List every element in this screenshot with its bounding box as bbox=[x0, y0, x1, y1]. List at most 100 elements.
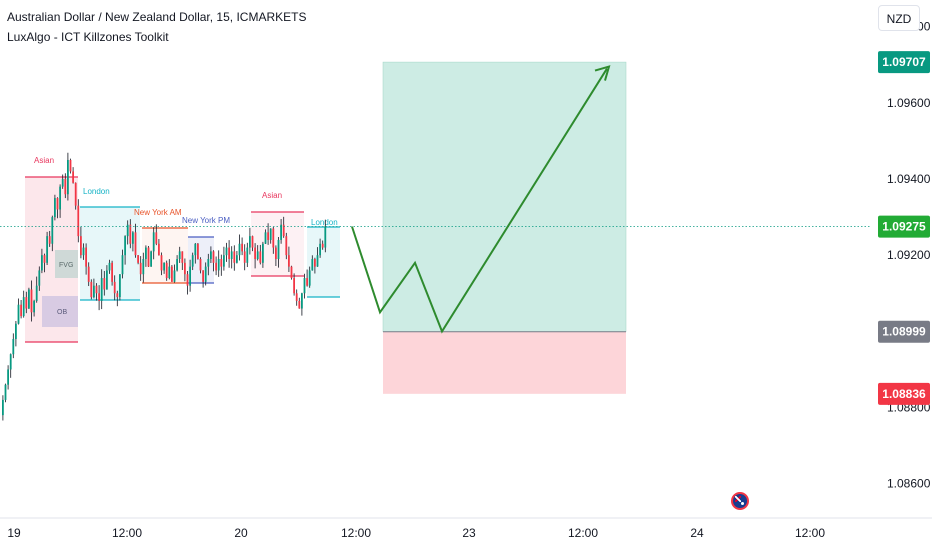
candle-body bbox=[199, 259, 202, 271]
candle-body bbox=[46, 236, 48, 263]
candle-body bbox=[48, 236, 51, 244]
candle-body bbox=[72, 171, 74, 183]
projection-arrow-line bbox=[351, 68, 608, 334]
candle-body bbox=[298, 300, 301, 309]
session-label: New York PM bbox=[182, 216, 230, 225]
candle-body bbox=[139, 262, 142, 275]
flag-icon[interactable] bbox=[731, 492, 749, 510]
session-label: Asian bbox=[34, 156, 54, 165]
price-label-box bbox=[878, 382, 930, 405]
candle-body bbox=[129, 224, 132, 244]
loss-zone bbox=[383, 331, 626, 394]
candle-body bbox=[90, 281, 93, 298]
candle-body bbox=[301, 293, 303, 309]
price-labels: 1.09707 1.09275 1.08999 1.08836 bbox=[878, 51, 930, 405]
ob-label: OB bbox=[57, 309, 67, 316]
price-axis[interactable]: 1.098001.096001.094001.092001.090001.088… bbox=[887, 20, 931, 491]
candle-body bbox=[7, 369, 9, 385]
candle-body bbox=[259, 251, 262, 263]
session-label: London bbox=[311, 218, 338, 227]
candle-body bbox=[223, 255, 225, 267]
candle-body bbox=[267, 232, 269, 240]
candle-body bbox=[288, 255, 290, 267]
candle-body bbox=[74, 182, 77, 206]
x-tick-label: 24 bbox=[690, 526, 704, 540]
candle-body bbox=[152, 232, 155, 252]
session-box bbox=[251, 212, 304, 276]
time-axis[interactable]: 19 12:00 20 12:00 23 12:00 24 12:00 bbox=[0, 517, 932, 540]
candle-body bbox=[249, 236, 251, 248]
candle-body bbox=[168, 266, 171, 279]
candle-body bbox=[93, 285, 95, 298]
candle-body bbox=[160, 255, 163, 271]
y-tick-label: 1.09200 bbox=[887, 248, 931, 262]
candle-body bbox=[311, 259, 314, 271]
session-label: New York AM bbox=[134, 208, 182, 217]
candle-body bbox=[33, 300, 35, 313]
x-tick-label: 20 bbox=[234, 526, 248, 540]
candle-body bbox=[184, 262, 186, 275]
candle-body bbox=[256, 251, 259, 259]
price-label-text: 1.09707 bbox=[882, 55, 926, 69]
ob-zone bbox=[42, 296, 78, 327]
candle-body bbox=[303, 278, 306, 294]
y-tick-label: 1.09600 bbox=[887, 96, 931, 110]
currency-button[interactable]: NZD bbox=[878, 5, 920, 31]
x-tick-label: 12:00 bbox=[568, 526, 598, 540]
candle-body bbox=[176, 259, 178, 271]
candle-body bbox=[100, 278, 103, 301]
candle-body bbox=[12, 338, 15, 355]
projection-arrow-head bbox=[594, 65, 611, 81]
price-label-box bbox=[878, 215, 930, 238]
x-tick-label: 12:00 bbox=[795, 526, 825, 540]
candle-body bbox=[220, 259, 223, 267]
candle-body bbox=[38, 270, 41, 286]
candle-body bbox=[197, 243, 199, 259]
candle-body bbox=[158, 243, 160, 256]
candle-body bbox=[124, 236, 126, 256]
candle-body bbox=[98, 293, 100, 301]
candle-body bbox=[85, 247, 87, 267]
candle-body bbox=[280, 224, 282, 240]
candle-body bbox=[61, 179, 64, 187]
candle-body bbox=[316, 255, 319, 267]
candle-body bbox=[134, 232, 137, 256]
candle-body bbox=[142, 259, 145, 275]
candle-body bbox=[215, 262, 217, 271]
candle-body bbox=[43, 255, 46, 263]
candle-body bbox=[116, 293, 119, 298]
candle-body bbox=[2, 399, 4, 416]
y-tick-label: 1.08600 bbox=[887, 477, 931, 491]
candle-body bbox=[314, 259, 316, 267]
candle-body bbox=[189, 266, 191, 286]
position-zones bbox=[382, 61, 627, 394]
indicator-name[interactable]: LuxAlgo - ICT Killzones Toolkit bbox=[7, 30, 169, 44]
candle-body bbox=[17, 304, 20, 324]
candle-body bbox=[155, 232, 158, 244]
candle-body bbox=[293, 278, 295, 294]
candle-body bbox=[191, 255, 194, 267]
candle-body bbox=[217, 259, 220, 271]
candle-body bbox=[308, 270, 311, 286]
candle-body bbox=[30, 289, 33, 313]
candle-body bbox=[41, 255, 43, 271]
candle-body bbox=[246, 247, 249, 263]
x-tick-label: 23 bbox=[462, 526, 476, 540]
candle-body bbox=[69, 159, 72, 172]
projection-path[interactable] bbox=[351, 65, 611, 334]
candle-body bbox=[202, 270, 204, 282]
candle-body bbox=[306, 278, 308, 286]
candle-body bbox=[321, 243, 324, 248]
fvg-label: FVG bbox=[59, 262, 73, 269]
candle-body bbox=[113, 281, 116, 294]
candle-body bbox=[82, 247, 85, 256]
candle-body bbox=[163, 262, 165, 271]
candle-body bbox=[264, 232, 267, 244]
candle-body bbox=[77, 205, 80, 237]
candle-body bbox=[165, 262, 168, 279]
candle-body bbox=[285, 236, 288, 256]
candle-body bbox=[243, 251, 246, 263]
candle-body bbox=[59, 186, 61, 210]
